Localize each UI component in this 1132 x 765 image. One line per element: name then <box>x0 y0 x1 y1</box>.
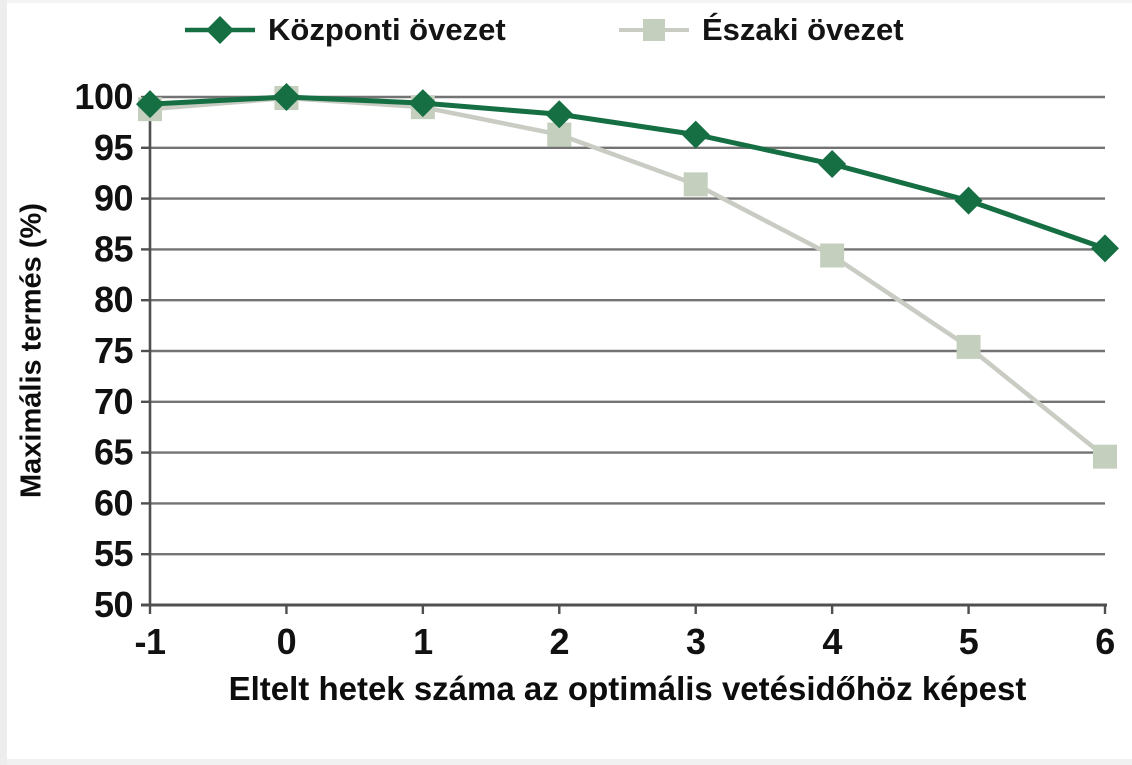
x-tick-label: 0 <box>277 621 297 662</box>
diamond-marker <box>818 150 847 179</box>
diamond-marker <box>545 100 574 129</box>
y-tick-label: 100 <box>74 76 133 117</box>
y-tick-label: 50 <box>94 584 133 625</box>
y-axis-title: Maximális termés (%) <box>15 203 48 499</box>
y-tick-label: 80 <box>94 279 133 320</box>
diamond-line-marker-icon <box>185 16 255 44</box>
y-tick-label: 75 <box>94 330 134 371</box>
x-tick-label: 3 <box>686 621 706 662</box>
diamond-marker <box>954 186 983 215</box>
x-tick-label: 1 <box>413 621 433 662</box>
square-marker <box>1093 444 1117 469</box>
x-tick-label: 4 <box>822 621 842 662</box>
x-tick-label: 6 <box>1095 621 1115 662</box>
y-tick-label: 90 <box>94 178 133 219</box>
x-axis-title: Eltelt hetek száma az optimális vetésidő… <box>228 670 1027 707</box>
series-line-0 <box>149 94 1106 251</box>
diamond-marker <box>408 89 437 118</box>
square-marker <box>683 172 708 197</box>
legend-label: Központi övezet <box>268 12 506 47</box>
legend-label: Északi övezet <box>702 12 904 47</box>
diamond-marker <box>136 90 164 119</box>
diamond-marker <box>681 120 710 149</box>
diamond-marker <box>272 83 301 111</box>
y-tick-label: 65 <box>94 432 134 473</box>
legend-item-kozponti-ovezet: Központi övezet <box>183 10 506 50</box>
square-marker <box>820 243 845 268</box>
square-line-marker-icon <box>619 19 689 41</box>
x-tick-label: 2 <box>550 621 570 662</box>
y-tick-label: 70 <box>94 381 133 422</box>
y-tick-label: 95 <box>94 127 134 168</box>
y-tick-label: 85 <box>94 228 134 269</box>
x-tick-label: -1 <box>134 621 165 662</box>
x-tick-label: 5 <box>959 621 979 662</box>
y-tick-label: 55 <box>94 533 134 574</box>
legend-item-eszaki-ovezet: Északi övezet <box>617 10 904 50</box>
diamond-marker <box>1091 234 1119 263</box>
y-tick-label: 60 <box>94 482 133 523</box>
square-marker <box>956 334 981 359</box>
